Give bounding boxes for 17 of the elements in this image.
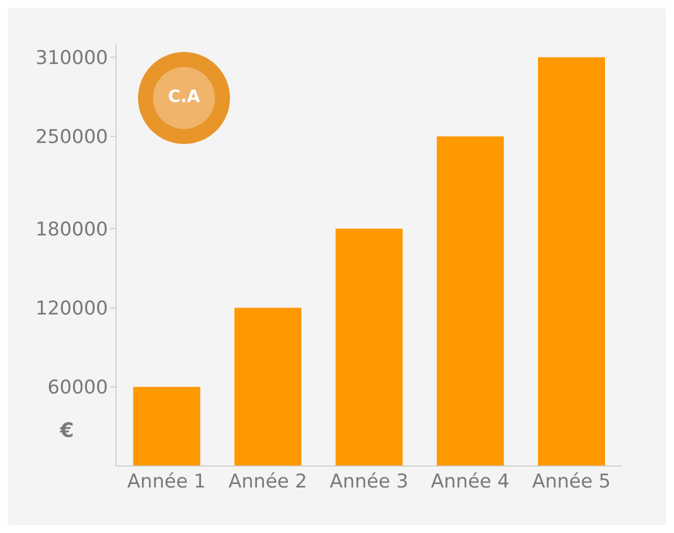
- x-tick-label: Année 1: [127, 470, 206, 492]
- x-tick-label: Année 4: [430, 470, 510, 492]
- y-tick-label: 120000: [35, 297, 108, 320]
- y-axis-title: €: [60, 418, 74, 442]
- y-tick-label: 60000: [48, 376, 108, 399]
- x-tick-label: Année 5: [532, 470, 611, 492]
- bar: [234, 308, 302, 466]
- y-tick-label: 310000: [35, 46, 108, 69]
- bar: [538, 57, 606, 466]
- y-tick-label: 180000: [35, 218, 108, 240]
- bar: [436, 136, 504, 466]
- bar: [336, 228, 403, 466]
- annotation: C.A: [166, 87, 202, 107]
- bar: [133, 386, 200, 466]
- x-tick-label: Année 2: [228, 470, 308, 492]
- y-tick-label: 250000: [35, 126, 108, 148]
- x-tick-label: Année 3: [330, 470, 408, 492]
